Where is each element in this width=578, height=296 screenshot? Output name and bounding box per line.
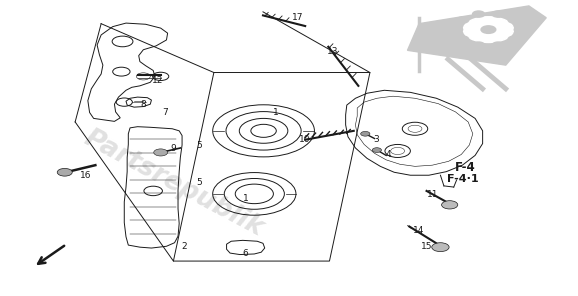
Text: 9: 9 [171,144,176,153]
Text: 8: 8 [140,100,146,109]
Text: F-4·1: F-4·1 [447,174,478,184]
Circle shape [492,42,504,48]
Circle shape [372,148,381,152]
Circle shape [473,11,484,17]
Text: 17: 17 [292,13,303,22]
Text: 2: 2 [181,242,187,251]
Circle shape [508,17,520,23]
Circle shape [442,201,458,209]
Text: 10: 10 [299,135,311,144]
Circle shape [361,131,370,136]
Circle shape [450,27,462,33]
Circle shape [514,27,527,33]
Text: 11: 11 [427,190,438,199]
Circle shape [492,11,504,17]
Text: 5: 5 [197,178,202,187]
Text: 6: 6 [243,249,249,258]
Circle shape [476,23,501,36]
Text: 7: 7 [162,108,168,117]
Text: 13: 13 [327,47,338,56]
Circle shape [481,26,496,33]
Text: 12: 12 [151,76,163,85]
Text: 15: 15 [421,242,432,251]
Text: Partsrepublik: Partsrepublik [79,125,268,242]
Text: 4: 4 [386,150,391,159]
Text: 5: 5 [197,141,202,149]
Text: 14: 14 [413,226,425,235]
Text: F-4: F-4 [455,161,476,174]
Text: 1: 1 [273,108,279,117]
Polygon shape [407,6,546,65]
Text: 3: 3 [373,135,379,144]
Circle shape [473,42,484,48]
Circle shape [463,17,514,42]
Text: 16: 16 [80,171,91,180]
Circle shape [457,36,469,42]
Circle shape [457,17,469,23]
Circle shape [432,243,449,252]
Circle shape [57,168,72,176]
Circle shape [508,36,520,42]
Text: 1: 1 [243,194,249,203]
Circle shape [154,149,168,156]
